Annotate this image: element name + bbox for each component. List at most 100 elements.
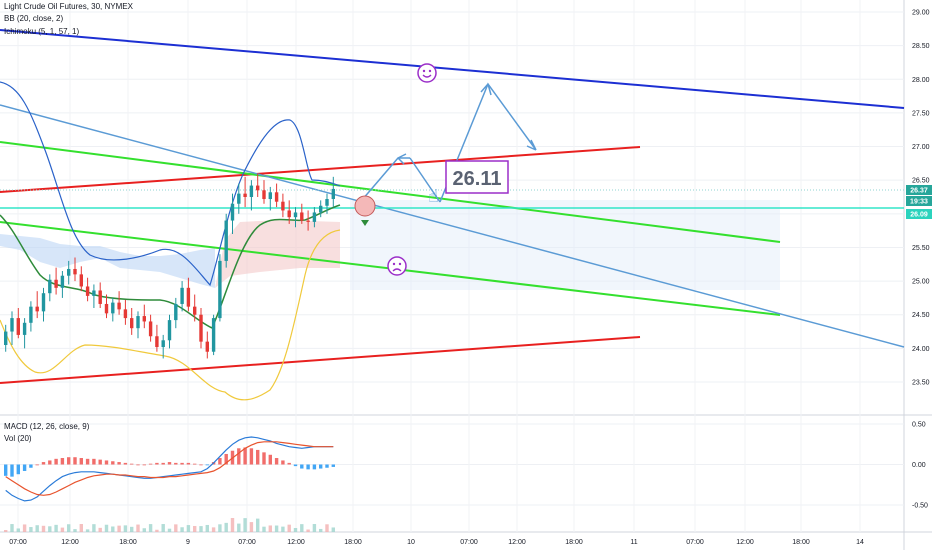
macd-histogram-bar[interactable] (281, 460, 285, 465)
macd-histogram-bar[interactable] (287, 462, 291, 465)
macd-histogram-bar[interactable] (306, 464, 310, 470)
candle-body[interactable] (41, 293, 46, 312)
upper-blue-trendline[interactable] (0, 29, 905, 109)
candle-body[interactable] (256, 185, 260, 191)
candle-body[interactable] (85, 286, 90, 296)
candle-body[interactable] (130, 318, 134, 329)
candle-body[interactable] (98, 290, 102, 304)
candle-body[interactable] (167, 320, 172, 341)
candle-body[interactable] (199, 314, 203, 342)
macd-histogram-bar[interactable] (300, 464, 304, 469)
candle-body[interactable] (211, 318, 216, 352)
macd-histogram-bar[interactable] (274, 458, 279, 465)
macd-histogram-bar[interactable] (10, 464, 14, 477)
macd-legend[interactable]: MACD (12, 26, close, 9) (4, 422, 90, 431)
candle-body[interactable] (29, 306, 33, 323)
macd-histogram-bar[interactable] (104, 460, 109, 465)
candle-body[interactable] (104, 303, 109, 314)
candle-body[interactable] (35, 306, 39, 312)
candle-body[interactable] (262, 190, 266, 200)
projected-path[interactable] (361, 82, 537, 203)
candle-body[interactable] (186, 287, 191, 307)
macd-histogram-bar[interactable] (117, 462, 121, 465)
macd-histogram-bar[interactable] (98, 459, 102, 465)
macd-histogram-bar[interactable] (293, 464, 298, 467)
macd-histogram-bar[interactable] (22, 464, 27, 471)
macd-histogram-bar[interactable] (262, 452, 266, 465)
candle-body[interactable] (10, 318, 14, 332)
candle-body[interactable] (218, 260, 222, 319)
macd-histogram-bar[interactable] (205, 464, 209, 466)
candle-body[interactable] (325, 199, 329, 206)
ichimoku-legend[interactable]: Ichimoku (5, 1, 57, 1) (4, 27, 80, 36)
macd-histogram-bar[interactable] (167, 462, 172, 465)
candle-body[interactable] (48, 279, 52, 294)
candle-body[interactable] (249, 185, 254, 197)
macd-histogram-bar[interactable] (218, 458, 222, 465)
candle-body[interactable] (22, 322, 27, 335)
macd-histogram-bar[interactable] (174, 462, 178, 465)
candle-body[interactable] (161, 340, 165, 348)
macd-histogram-bar[interactable] (180, 462, 184, 465)
macd-histogram-bar[interactable] (35, 464, 39, 466)
candle-body[interactable] (300, 212, 304, 221)
candle-body[interactable] (92, 290, 96, 296)
candle-body[interactable] (306, 220, 310, 222)
entry-circle[interactable] (354, 195, 376, 217)
upper-green-channel-line[interactable] (0, 141, 781, 243)
main-pane[interactable]: ☝ 26.11 (0, 29, 905, 401)
candle-body[interactable] (123, 309, 128, 319)
macd-histogram-bar[interactable] (85, 458, 90, 465)
candle-body[interactable] (174, 303, 178, 321)
bb-legend[interactable]: BB (20, close, 2) (4, 14, 64, 23)
macd-histogram-bar[interactable] (148, 463, 153, 465)
macd-histogram-bar[interactable] (237, 448, 241, 465)
macd-pane[interactable] (4, 436, 335, 532)
lower-red-channel-line[interactable] (0, 336, 641, 384)
candle-body[interactable] (136, 316, 140, 329)
candle-body[interactable] (287, 210, 291, 218)
macd-histogram-bar[interactable] (312, 464, 317, 470)
macd-histogram-bar[interactable] (54, 458, 58, 465)
macd-histogram-bar[interactable] (161, 462, 165, 465)
candle-body[interactable] (180, 287, 184, 304)
candle-body[interactable] (331, 188, 335, 200)
macd-histogram-bar[interactable] (73, 457, 77, 465)
symbol-title[interactable]: Light Crude Oil Futures, 30, NYMEX (4, 2, 133, 11)
candle-body[interactable] (230, 203, 235, 221)
macd-histogram-bar[interactable] (186, 462, 191, 465)
macd-histogram-bar[interactable] (111, 461, 115, 465)
candle-body[interactable] (237, 193, 241, 204)
macd-histogram-bar[interactable] (29, 464, 33, 468)
macd-histogram-bar[interactable] (249, 448, 254, 465)
candle-body[interactable] (117, 302, 121, 310)
macd-histogram-bar[interactable] (16, 464, 20, 475)
target-callout-text[interactable]: 26.11 (453, 168, 502, 190)
candle-body[interactable] (73, 268, 77, 275)
candle-body[interactable] (193, 306, 197, 315)
candle-body[interactable] (79, 274, 83, 287)
candle-body[interactable] (54, 279, 58, 288)
candle-body[interactable] (142, 316, 146, 322)
macd-line[interactable] (5, 436, 334, 502)
candle-body[interactable] (4, 331, 8, 345)
candle-body[interactable] (67, 268, 71, 276)
macd-histogram-bar[interactable] (136, 464, 140, 466)
macd-histogram-bar[interactable] (92, 458, 96, 465)
macd-histogram-bar[interactable] (256, 449, 260, 465)
descending-trendline[interactable] (0, 104, 905, 348)
macd-histogram-bar[interactable] (224, 453, 228, 465)
macd-histogram-bar[interactable] (60, 458, 65, 465)
macd-histogram-bar[interactable] (199, 464, 203, 466)
candle-body[interactable] (155, 336, 159, 348)
upper-red-channel-line[interactable] (0, 146, 641, 193)
macd-histogram-bar[interactable] (123, 462, 128, 465)
macd-histogram-bar[interactable] (48, 460, 52, 465)
macd-histogram-bar[interactable] (331, 464, 335, 467)
macd-histogram-bar[interactable] (319, 464, 323, 469)
candle-body[interactable] (293, 212, 298, 218)
projected-path-dip[interactable] (409, 157, 441, 203)
candle-body[interactable] (319, 205, 323, 213)
candle-body[interactable] (268, 192, 272, 200)
